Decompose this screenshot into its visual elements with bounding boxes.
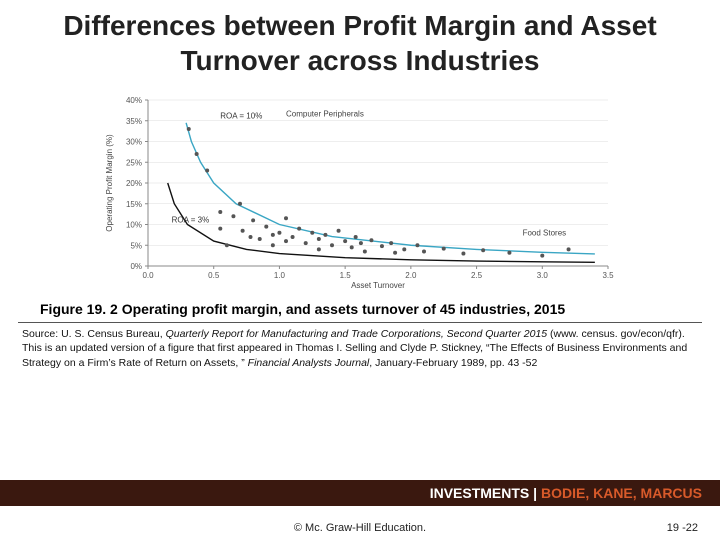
svg-text:40%: 40% <box>126 96 142 105</box>
svg-text:2.5: 2.5 <box>471 271 483 280</box>
svg-text:Computer Peripherals: Computer Peripherals <box>286 110 364 119</box>
svg-text:3.5: 3.5 <box>602 271 614 280</box>
svg-text:1.5: 1.5 <box>340 271 352 280</box>
svg-text:25%: 25% <box>126 158 142 167</box>
book-authors: BODIE, KANE, MARCUS <box>541 485 702 501</box>
scatter-chart: 0% 5% 10% 15% 20% 25% 30% 35% 40% 0.0 0.5 1.0 1.5 2.0… <box>100 92 620 292</box>
svg-text:5%: 5% <box>130 241 142 250</box>
svg-text:0.0: 0.0 <box>142 271 154 280</box>
svg-text:3.0: 3.0 <box>537 271 549 280</box>
source-note: Source: U. S. Census Bureau, Quarterly R… <box>0 327 720 370</box>
svg-text:Food Stores: Food Stores <box>523 229 567 238</box>
svg-text:ROA = 10%: ROA = 10% <box>220 112 262 121</box>
svg-text:30%: 30% <box>126 138 142 147</box>
page-number: 19 -22 <box>667 522 698 534</box>
figure-caption: Figure 19. 2 Operating profit margin, an… <box>18 298 702 323</box>
svg-text:ROA = 3%: ROA = 3% <box>172 215 210 224</box>
source-ital1: Quarterly Report for Manufacturing and T… <box>166 328 550 340</box>
bar-sep: | <box>529 485 541 501</box>
footer: © Mc. Graw-Hill Education. 19 -22 <box>0 522 720 534</box>
svg-text:20%: 20% <box>126 179 142 188</box>
bottom-bar: INVESTMENTS | BODIE, KANE, MARCUS <box>0 480 720 506</box>
svg-text:1.0: 1.0 <box>274 271 286 280</box>
source-pre: Source: U. S. Census Bureau, <box>22 328 166 340</box>
svg-text:0%: 0% <box>130 262 142 271</box>
svg-text:Operating Profit Margin (%): Operating Profit Margin (%) <box>105 134 114 232</box>
svg-text:2.0: 2.0 <box>405 271 417 280</box>
source-ital2: Financial Analysts Journal <box>248 357 370 369</box>
svg-text:10%: 10% <box>126 221 142 230</box>
page-title: Differences between Profit Margin and As… <box>0 0 720 82</box>
svg-text:15%: 15% <box>126 200 142 209</box>
source-post: , January-February 1989, pp. 43 -52 <box>369 357 537 369</box>
copyright: © Mc. Graw-Hill Education. <box>0 522 720 534</box>
svg-text:0.5: 0.5 <box>208 271 220 280</box>
svg-text:Asset Turnover: Asset Turnover <box>351 281 405 290</box>
book-title: INVESTMENTS <box>430 485 530 501</box>
svg-text:35%: 35% <box>126 117 142 126</box>
